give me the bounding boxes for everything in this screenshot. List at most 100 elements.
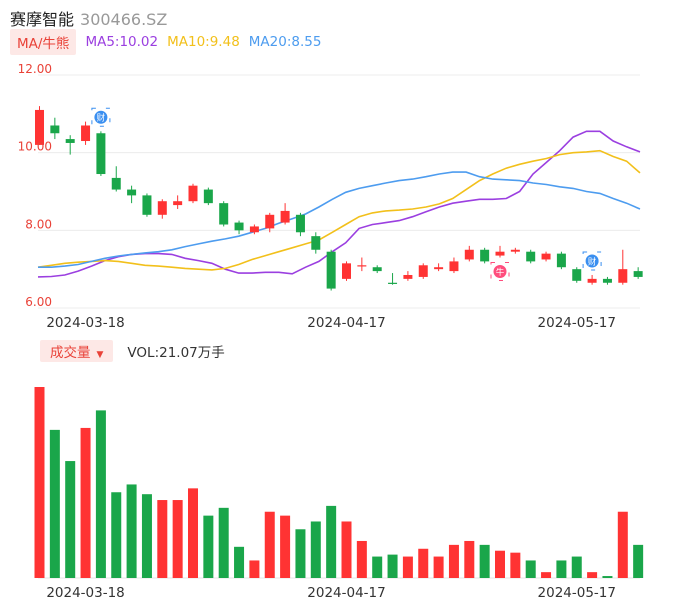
candle (326, 249, 336, 291)
candle (480, 247, 490, 264)
candlesticks (35, 106, 643, 291)
candle (203, 187, 213, 206)
candle-body (265, 214, 275, 229)
volume-bar (418, 548, 429, 578)
candle-body (434, 267, 444, 270)
candle-body (81, 125, 91, 142)
dropdown-triangle-icon: ▼ (96, 350, 104, 360)
volume-toggle-button[interactable]: 成交量 ▼ (40, 340, 114, 362)
candle (50, 117, 60, 140)
volume-bar (295, 529, 306, 578)
volume-bar (49, 429, 60, 578)
volume-bar (602, 576, 613, 578)
candle-body (203, 189, 213, 204)
candle (234, 220, 244, 235)
candle (434, 263, 444, 272)
volume-bar (157, 500, 168, 578)
candle-body (602, 278, 612, 283)
candle-body (65, 139, 75, 143)
candle-body (249, 226, 259, 233)
ma20-label: MA20:8.55 (248, 33, 322, 50)
candle-body (372, 267, 382, 272)
candle (295, 212, 305, 237)
volume-bar (310, 521, 321, 578)
event-markers: 财牛 财 (91, 107, 602, 282)
candle (311, 232, 321, 254)
candle (388, 273, 398, 285)
candle-body (50, 125, 60, 134)
x-tick-label: 2024-05-17 (538, 315, 616, 331)
marker-badge (585, 254, 599, 268)
candle-body (403, 274, 413, 279)
x-tick-label: 2024-04-17 (307, 315, 385, 331)
volume-bar (587, 572, 598, 578)
candle-body (633, 271, 643, 277)
event-marker-icon[interactable]: 财 (91, 107, 111, 127)
volume-bar (126, 484, 137, 578)
x-tick-label: 2024-03-18 (46, 315, 124, 331)
candle-body (464, 249, 474, 260)
candle-body (618, 269, 628, 283)
volume-bar (448, 544, 459, 578)
ma-lines (37, 130, 641, 278)
candle-body (142, 195, 152, 215)
candle-body (357, 265, 367, 267)
candle (35, 106, 44, 145)
ma-legend: MA/牛熊 MA5:10.02 MA10:9.48 MA20:8.55 (10, 28, 322, 55)
candle-body (388, 282, 398, 284)
candle (556, 251, 566, 270)
candle (157, 199, 167, 219)
candle (403, 271, 413, 281)
candle (495, 245, 505, 258)
candle (280, 203, 290, 225)
volume-bar (188, 488, 198, 578)
volume-bar (326, 505, 337, 578)
candle (572, 267, 582, 283)
candle (173, 195, 183, 209)
candle-body (157, 201, 167, 215)
x-tick-label: 2024-03-18 (46, 585, 124, 601)
candle (219, 201, 229, 227)
volume-bar (218, 507, 229, 578)
candle-body (311, 236, 321, 250)
candle (65, 135, 75, 155)
marker-frame (91, 107, 111, 127)
volume-bar (571, 556, 582, 578)
volume-bar (280, 515, 291, 578)
candle-body (572, 269, 582, 281)
volume-bar (203, 515, 214, 578)
candle (96, 131, 106, 176)
candle (618, 249, 628, 285)
price-grid (38, 74, 640, 579)
volume-bar (495, 550, 505, 578)
candle (633, 267, 643, 279)
ma-toggle-button[interactable]: MA/牛熊 (10, 28, 77, 55)
candle-body (556, 253, 566, 268)
candle-body (526, 251, 536, 262)
volume-legend: 成交量 ▼ VOL:21.07万手 (40, 340, 225, 362)
candle (526, 249, 536, 264)
y-tick-label: 6.00 (25, 295, 52, 309)
marker-text: 财 (97, 113, 106, 124)
candle (541, 251, 551, 262)
volume-value: VOL:21.07万手 (127, 345, 225, 361)
event-marker-icon[interactable]: 财 (582, 251, 602, 271)
volume-bar (387, 554, 398, 578)
candle-body (326, 251, 336, 289)
volume-bar (510, 552, 521, 578)
candle-body (234, 222, 244, 231)
event-marker-icon[interactable]: 牛 (490, 262, 510, 282)
volume-bar (372, 556, 383, 578)
ma10-label: MA10:9.48 (167, 33, 240, 50)
volume-bar (95, 410, 106, 578)
y-tick-label: 10.00 (18, 140, 52, 154)
volume-bar (141, 494, 152, 578)
candle-body (510, 249, 520, 252)
candle-body (587, 278, 597, 283)
stock-code: 300466.SZ (80, 10, 168, 29)
candle (111, 166, 121, 192)
candle (342, 261, 351, 281)
volume-bar (356, 540, 367, 578)
candle-body (449, 261, 459, 272)
